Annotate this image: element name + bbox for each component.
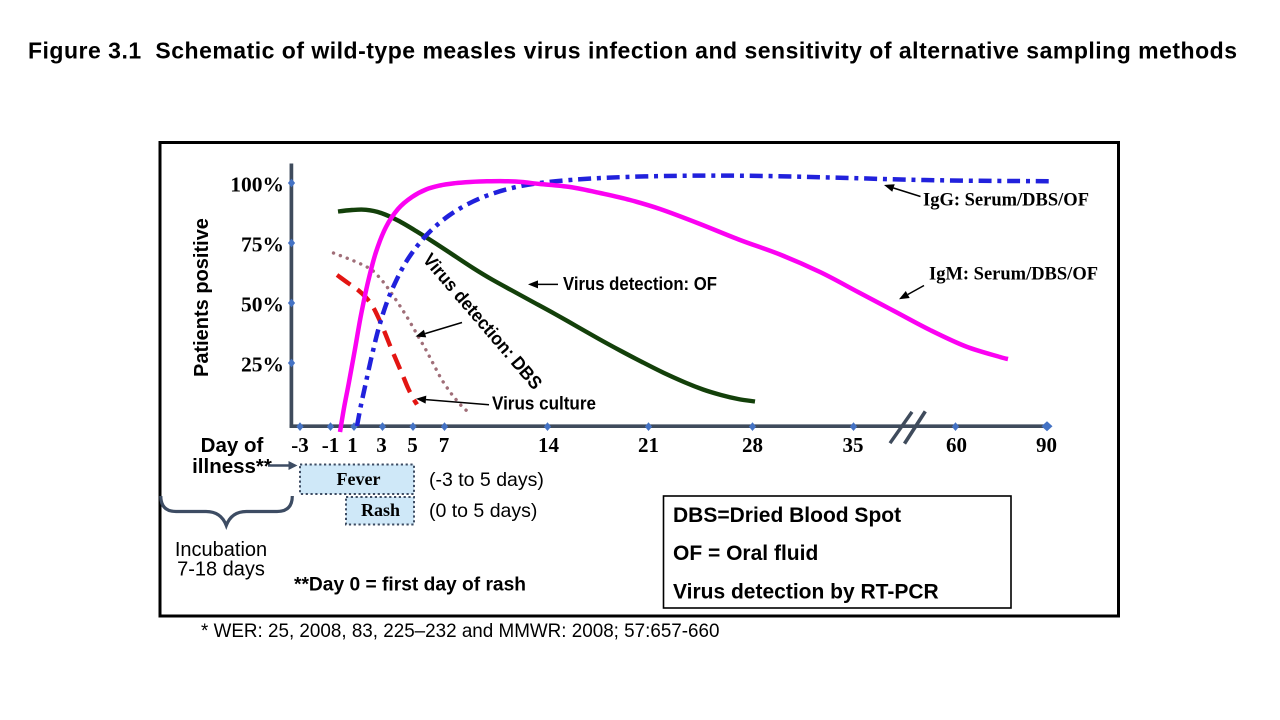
svg-text:75%: 75% <box>241 233 284 257</box>
svg-text:IgM: Serum/DBS/OF: IgM: Serum/DBS/OF <box>929 264 1098 285</box>
svg-text:28: 28 <box>742 433 763 457</box>
svg-text:3: 3 <box>376 433 387 457</box>
svg-text:**Day 0 = first day of rash: **Day 0 = first day of rash <box>294 575 526 596</box>
svg-text:21: 21 <box>638 433 659 457</box>
svg-text:Figure 3.1 Schematic of wild-: Figure 3.1 Schematic of wild-type measle… <box>28 38 1237 64</box>
svg-text:90: 90 <box>1036 433 1057 457</box>
svg-text:7-18 days: 7-18 days <box>177 559 265 581</box>
svg-text:60: 60 <box>946 433 967 457</box>
svg-text:IgG: Serum/DBS/OF: IgG: Serum/DBS/OF <box>923 190 1089 211</box>
svg-text:Patients positive: Patients positive <box>191 218 213 377</box>
svg-text:Rash: Rash <box>361 500 400 520</box>
svg-text:-3: -3 <box>291 433 309 457</box>
svg-text:(-3 to 5 days): (-3 to 5 days) <box>429 469 544 491</box>
svg-text:50%: 50% <box>241 293 284 317</box>
svg-text:5: 5 <box>407 433 418 457</box>
svg-text:1: 1 <box>347 433 358 457</box>
svg-text:* WER: 25, 2008, 83, 225–232 a: * WER: 25, 2008, 83, 225–232 and MMWR: 2… <box>201 620 720 642</box>
svg-text:Virus detection by RT-PCR: Virus detection by RT-PCR <box>673 581 939 604</box>
svg-text:35: 35 <box>843 433 864 457</box>
svg-text:Day of: Day of <box>201 434 264 457</box>
svg-text:-1: -1 <box>322 433 340 457</box>
svg-text:DBS=Dried Blood Spot: DBS=Dried Blood Spot <box>673 504 901 527</box>
svg-text:Incubation: Incubation <box>175 539 267 561</box>
svg-text:Fever: Fever <box>337 469 381 489</box>
svg-text:OF = Oral fluid: OF = Oral fluid <box>673 542 818 565</box>
svg-text:7: 7 <box>439 433 450 457</box>
svg-text:Virus culture: Virus culture <box>492 393 596 414</box>
svg-text:illness**: illness** <box>192 455 272 478</box>
svg-text:Virus detection: OF: Virus detection: OF <box>563 273 717 294</box>
svg-text:(0 to 5 days): (0 to 5 days) <box>429 500 537 522</box>
svg-text:25%: 25% <box>241 353 284 377</box>
svg-text:14: 14 <box>538 433 560 457</box>
svg-text:100%: 100% <box>230 173 284 197</box>
